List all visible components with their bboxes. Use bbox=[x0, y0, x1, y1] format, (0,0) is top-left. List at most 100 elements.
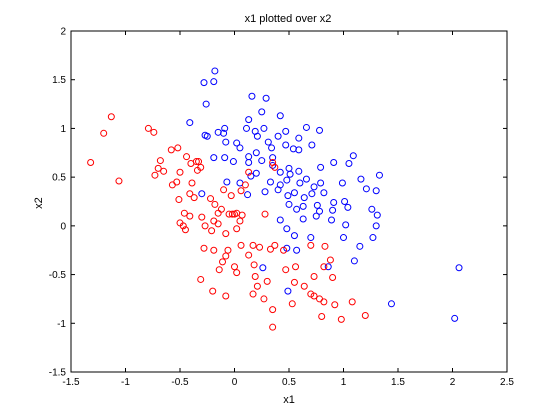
data-point bbox=[285, 200, 293, 208]
data-point bbox=[115, 177, 123, 185]
data-point bbox=[183, 153, 191, 161]
data-point bbox=[269, 323, 277, 331]
data-point bbox=[222, 230, 230, 238]
data-point bbox=[300, 194, 308, 202]
data-point bbox=[156, 157, 164, 165]
data-point bbox=[253, 132, 261, 140]
data-point bbox=[271, 241, 279, 249]
data-point bbox=[245, 251, 253, 259]
data-point bbox=[329, 273, 337, 281]
data-point bbox=[252, 149, 260, 157]
data-point bbox=[217, 205, 225, 213]
y-tick-label: 1 bbox=[60, 124, 66, 135]
data-point bbox=[245, 116, 253, 124]
data-point bbox=[266, 245, 274, 253]
data-point bbox=[276, 216, 284, 224]
data-point bbox=[295, 134, 303, 142]
data-point bbox=[373, 211, 381, 219]
data-point bbox=[320, 298, 328, 306]
data-point bbox=[236, 144, 244, 152]
data-point bbox=[310, 183, 318, 191]
data-point bbox=[324, 263, 332, 271]
data-point bbox=[214, 220, 222, 228]
data-point bbox=[186, 190, 194, 198]
data-point bbox=[288, 300, 296, 308]
data-point bbox=[264, 138, 272, 146]
data-point bbox=[269, 161, 277, 169]
data-point bbox=[290, 189, 298, 197]
data-point bbox=[211, 67, 219, 75]
data-point bbox=[221, 154, 229, 162]
data-point bbox=[293, 246, 301, 254]
x-tick-label: -1.5 bbox=[62, 377, 80, 388]
y-tick-label: 0.5 bbox=[52, 173, 66, 184]
data-point bbox=[341, 198, 349, 205]
data-point bbox=[290, 278, 298, 286]
data-point bbox=[337, 315, 345, 323]
data-point bbox=[328, 216, 336, 224]
data-point bbox=[252, 169, 260, 177]
data-point bbox=[368, 205, 376, 213]
data-point bbox=[176, 168, 184, 176]
data-point bbox=[203, 132, 211, 140]
data-point bbox=[350, 257, 358, 265]
data-point bbox=[340, 234, 347, 242]
data-point bbox=[282, 141, 290, 149]
data-point bbox=[256, 243, 264, 251]
data-point bbox=[181, 226, 189, 234]
data-point bbox=[283, 176, 291, 184]
x-tick-label: 0 bbox=[232, 377, 238, 388]
data-point bbox=[193, 166, 201, 174]
data-point bbox=[241, 181, 249, 189]
data-point bbox=[198, 213, 206, 221]
data-point bbox=[283, 225, 291, 233]
data-point bbox=[251, 273, 259, 281]
data-point bbox=[247, 172, 255, 180]
data-point bbox=[320, 189, 328, 197]
data-point bbox=[387, 300, 395, 308]
y-axis-label: x2 bbox=[33, 197, 45, 209]
y-axis: -1.5 -1 -0.5 0 0.5 1 1.5 2 bbox=[49, 27, 507, 379]
data-point bbox=[338, 179, 346, 187]
data-point bbox=[238, 211, 246, 219]
data-point bbox=[357, 175, 365, 183]
data-point bbox=[244, 191, 252, 199]
data-point bbox=[208, 227, 216, 235]
data-point bbox=[284, 192, 292, 200]
data-point bbox=[260, 295, 268, 303]
data-point bbox=[349, 152, 357, 160]
data-point bbox=[253, 282, 261, 290]
data-point bbox=[290, 232, 298, 240]
data-point bbox=[154, 164, 162, 172]
data-point bbox=[223, 178, 231, 186]
data-point bbox=[295, 146, 303, 154]
data-point bbox=[329, 206, 337, 214]
data-point bbox=[262, 94, 270, 102]
data-point bbox=[249, 241, 257, 249]
data-point bbox=[249, 290, 257, 298]
data-point bbox=[261, 210, 269, 218]
data-point bbox=[282, 266, 290, 274]
data-point bbox=[299, 215, 307, 223]
data-point bbox=[180, 209, 188, 217]
data-point bbox=[345, 160, 353, 168]
data-point bbox=[237, 187, 245, 195]
data-point bbox=[215, 266, 223, 274]
data-point bbox=[228, 210, 236, 218]
y-tick-label: 0 bbox=[60, 221, 66, 232]
data-point bbox=[308, 141, 316, 149]
data-point bbox=[209, 287, 217, 295]
data-point bbox=[330, 198, 338, 206]
data-point bbox=[375, 171, 383, 179]
data-point bbox=[231, 263, 238, 271]
data-point bbox=[222, 138, 230, 146]
data-point bbox=[268, 144, 276, 152]
data-point bbox=[190, 194, 198, 202]
data-point bbox=[266, 178, 274, 186]
data-point bbox=[280, 246, 288, 254]
x-axis-label: x1 bbox=[283, 394, 295, 406]
chart-title: x1 plotted over x2 bbox=[245, 13, 332, 25]
data-point bbox=[258, 157, 266, 165]
data-point bbox=[295, 167, 303, 175]
